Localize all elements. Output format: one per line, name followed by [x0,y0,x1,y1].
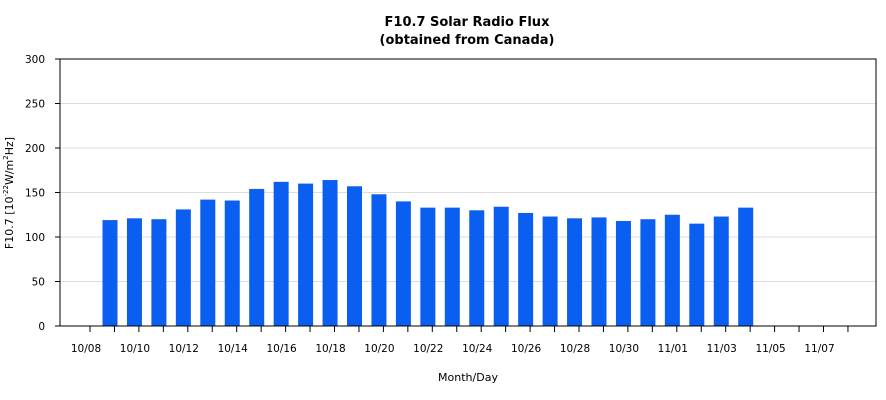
bar-10-29 [615,220,631,326]
y-label-end: Hz] [3,137,16,155]
bar-10-12 [200,199,216,326]
x-tick-label: 11/01 [658,343,688,355]
bar-10-09 [126,218,142,326]
x-tick-label: 10/10 [120,343,150,355]
bar-10-11 [175,209,191,326]
y-tick-label: 150 [25,188,45,200]
x-tick-label: 11/03 [707,343,737,355]
bar-11-02 [713,216,729,326]
y-tick-label: 250 [25,99,45,111]
y-label-exp2: 2 [2,155,10,159]
bar-10-21 [420,207,436,326]
bar-10-19 [371,194,387,326]
x-tick-label: 10/24 [462,343,493,355]
bar-10-20 [395,201,411,326]
x-tick-label: 10/30 [609,343,639,355]
x-tick-label: 10/28 [560,343,590,355]
bar-10-08 [102,220,118,326]
bar-10-26 [542,216,558,326]
bar-10-14 [249,188,265,326]
x-tick-label: 10/08 [71,343,101,355]
y-label-mid: W/m [3,160,16,185]
x-axis-label: Month/Day [438,371,498,384]
bar-10-22 [444,207,460,326]
bar-11-03 [738,207,754,326]
bar-10-13 [224,200,240,326]
x-tick-label: 11/07 [804,343,834,355]
x-tick-label: 11/05 [755,343,785,355]
bar-10-18 [347,186,362,326]
x-tick-label: 10/14 [218,343,249,355]
bar-10-24 [493,206,509,326]
bar-10-23 [469,210,485,326]
bar-10-30 [640,219,656,326]
chart-title: F10.7 Solar Radio Flux [385,15,551,30]
chart-subtitle: (obtained from Canada) [380,33,555,48]
y-tick-label: 200 [25,143,45,155]
y-tick-label: 100 [25,232,45,244]
bar-10-15 [273,181,289,326]
x-tick-label: 10/20 [364,343,394,355]
bar-10-31 [664,214,680,326]
x-tick-label: 10/16 [266,343,297,355]
y-axis-label: F10.7 [10-22W/m2Hz] [2,137,16,249]
bar-10-17 [322,180,338,326]
bar-11-01 [689,223,705,326]
y-axis-ticks: 0 50 100 150 200 250 300 [25,54,60,333]
bar-10-25 [518,212,534,326]
bar-10-10 [151,219,167,326]
bar-10-28 [591,217,607,326]
x-tick-label: 10/18 [315,343,345,355]
bar-10-16 [298,183,314,326]
y-label-exp1: -22 [2,185,10,196]
x-tick-label: 10/12 [169,343,199,355]
y-label-main: F10.7 [10 [3,196,16,249]
bars [102,180,754,326]
plot-frame [59,58,877,327]
x-tick-label: 10/26 [511,343,542,355]
x-axis-ticks: 10/08 10/10 10/12 10/14 10/16 10/18 10/20 10/22… [71,326,849,355]
x-tick-label: 10/22 [413,343,443,355]
bar-10-27 [567,218,583,326]
y-tick-label: 50 [32,277,45,289]
y-tick-label: 300 [25,54,45,66]
y-tick-label: 0 [38,321,45,333]
